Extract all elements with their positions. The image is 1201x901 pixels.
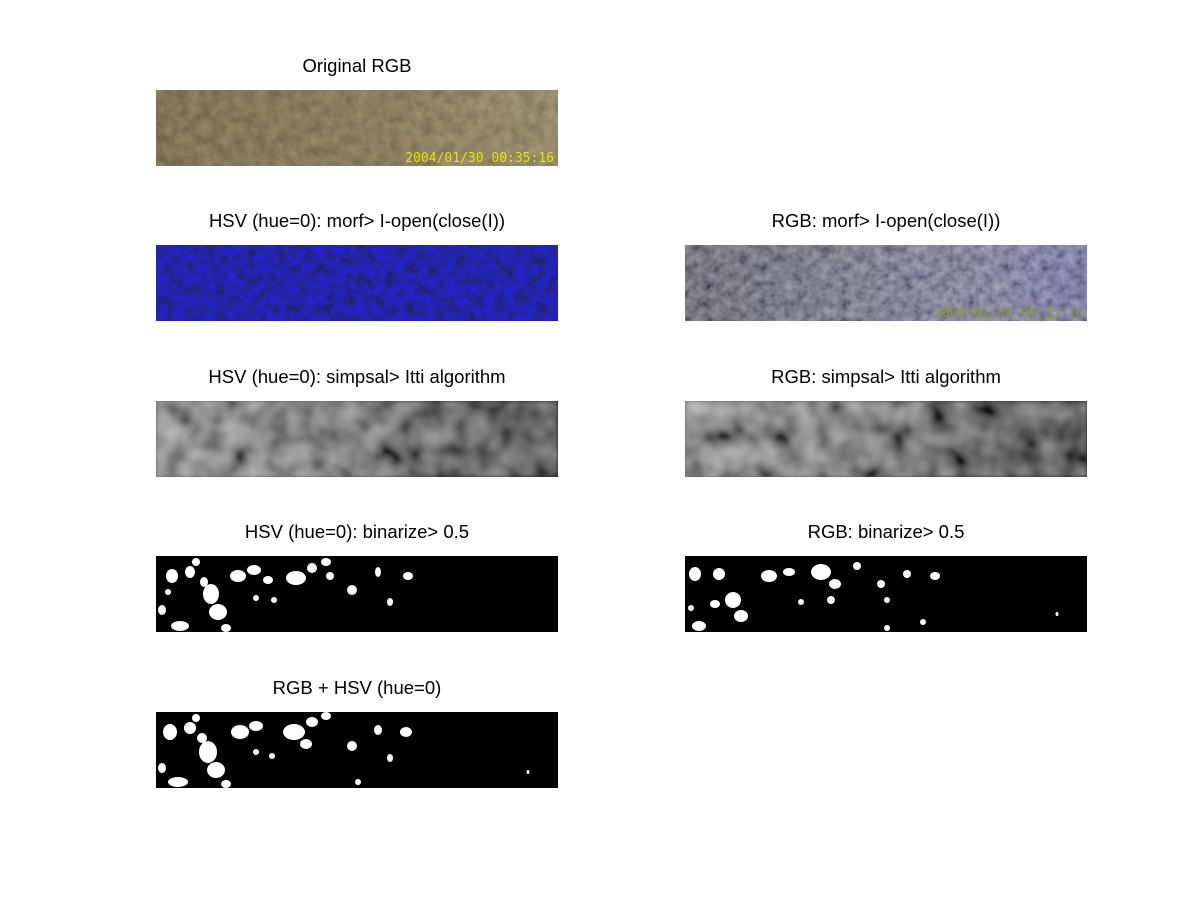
panel-title: HSV (hue=0): simpsal> Itti algorithm xyxy=(208,366,506,387)
binary-blobs xyxy=(688,562,1059,631)
binary-background xyxy=(685,556,1087,632)
hsv-saliency-image xyxy=(156,401,558,477)
rgb-saliency-image xyxy=(685,401,1087,477)
hsv-binarize-image xyxy=(156,556,558,632)
binary-blobs xyxy=(158,712,530,788)
binary-blobs xyxy=(158,558,413,632)
panel-title: RGB: simpsal> Itti algorithm xyxy=(771,366,1001,387)
rgb-binarize-image xyxy=(685,556,1087,632)
combined-image xyxy=(156,712,558,788)
original-rgb-image: 2004/01/30 00:35:16 xyxy=(156,90,558,166)
panel-title: RGB + HSV (hue=0) xyxy=(272,677,442,698)
panel-title: HSV (hue=0): morf> I-open(close(I)) xyxy=(208,210,506,231)
panel-title: HSV (hue=0): binarize> 0.5 xyxy=(244,521,470,542)
saliency-texture xyxy=(685,401,1087,477)
timestamp-overlay: 2004/01/30 00:35:16 xyxy=(405,151,554,166)
rgb-morf-texture xyxy=(685,245,1087,321)
panel-title: Original RGB xyxy=(302,55,412,76)
panel-title: RGB: binarize> 0.5 xyxy=(807,521,965,542)
binary-background xyxy=(156,556,558,632)
timestamp-overlay: 2004/01/30 00:35:16 xyxy=(934,306,1083,321)
binary-background xyxy=(156,712,558,788)
hsv-morf-image xyxy=(156,245,558,321)
panel-title: RGB: morf> I-open(close(I)) xyxy=(771,210,1001,231)
rgb-morf-image: 2004/01/30 00:35:16 xyxy=(685,245,1087,321)
original-noise xyxy=(156,90,558,166)
hsv-morf-texture xyxy=(156,245,558,321)
saliency-texture xyxy=(156,401,558,477)
